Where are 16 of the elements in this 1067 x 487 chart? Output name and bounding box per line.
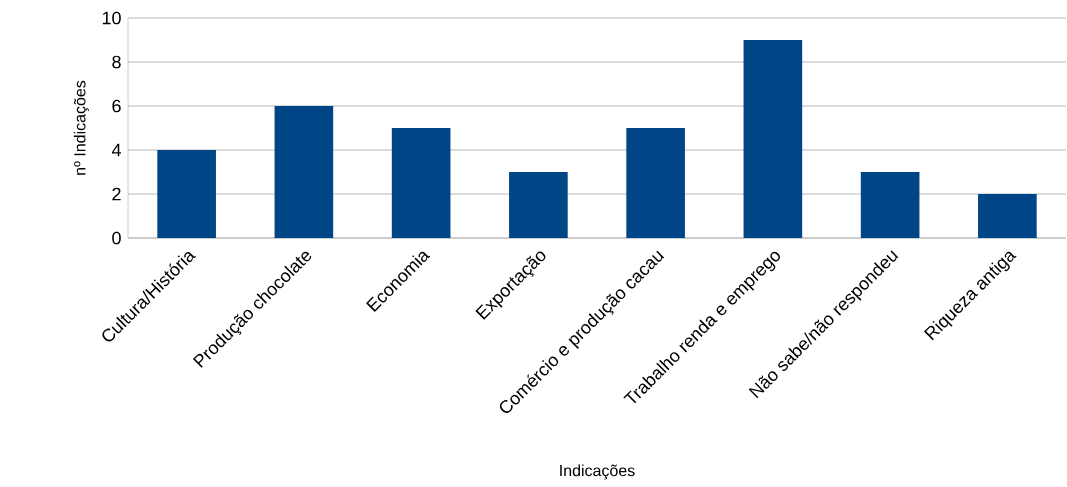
y-tick-label: 2	[112, 187, 121, 201]
y-tick-label: 10	[102, 11, 121, 25]
bar	[157, 150, 216, 239]
bar	[626, 128, 685, 239]
y-tick-label: 4	[111, 143, 121, 157]
bar	[743, 40, 803, 239]
bar	[509, 172, 568, 239]
bar	[391, 128, 451, 239]
y-tick-label: 0	[112, 231, 121, 245]
y-tick-label: 6	[112, 99, 121, 113]
bar	[860, 172, 920, 239]
bar	[978, 194, 1037, 239]
bar	[274, 106, 334, 239]
y-tick-label: 8	[112, 55, 121, 69]
y-axis-title: nº Indicações	[73, 80, 89, 175]
x-axis-title: Indicações	[560, 464, 635, 480]
